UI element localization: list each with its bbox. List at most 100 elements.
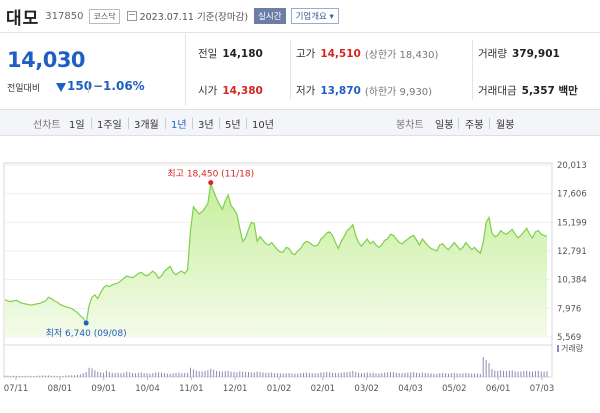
volume-bar xyxy=(288,373,290,377)
volume-bar xyxy=(291,373,293,377)
volume-bar xyxy=(326,372,328,377)
volume-bar xyxy=(24,375,26,377)
stat-sub: (하한가 9,930) xyxy=(364,87,433,98)
volume-bar xyxy=(517,371,519,377)
period-bar: 선차트 1일 1주일 3개월 1년 3년 5년 10년 봉차트 일봉 주봉 월봉 xyxy=(0,109,600,136)
volume-bar xyxy=(169,373,171,377)
volume-bar xyxy=(207,370,209,377)
volume-bar xyxy=(540,371,542,377)
volume-bar xyxy=(4,375,6,377)
volume-bar xyxy=(85,372,87,377)
volume-bar xyxy=(262,372,264,377)
period-3y[interactable]: 3년 xyxy=(198,120,214,131)
min-point xyxy=(83,320,89,326)
volume-bar xyxy=(476,373,478,377)
volume-bar xyxy=(120,373,122,377)
stat-value: 5,357 백만 xyxy=(521,85,578,97)
volume-bar xyxy=(105,370,107,377)
volume-bar xyxy=(123,372,125,377)
volume-bar xyxy=(79,374,81,377)
volume-bar xyxy=(218,371,220,377)
period-1d[interactable]: 1일 xyxy=(69,120,85,131)
x-tick-label: 04/03 xyxy=(398,384,423,394)
divider xyxy=(219,118,220,129)
y-tick-label: 20,013 xyxy=(557,161,587,171)
volume-bar xyxy=(526,370,528,377)
volume-bar xyxy=(18,375,20,377)
volume-legend-icon xyxy=(557,345,559,352)
stat-value: 14,380 xyxy=(222,84,263,97)
volume-bar xyxy=(532,371,534,377)
min-label: 최저 6,740 (09/08) xyxy=(46,328,127,339)
candle-weekly[interactable]: 주봉 xyxy=(465,120,484,131)
volume-bar xyxy=(398,373,400,377)
volume-bar xyxy=(514,371,516,377)
volume-bar xyxy=(126,371,128,377)
volume-bar xyxy=(111,372,113,377)
volume-legend: 거래량 xyxy=(561,343,584,353)
y-tick-label: 17,606 xyxy=(557,190,587,200)
volume-bar xyxy=(103,372,105,377)
volume-bar xyxy=(134,373,136,377)
period-5y[interactable]: 5년 xyxy=(225,120,241,131)
x-tick-label: 01/02 xyxy=(267,384,292,394)
volume-bar xyxy=(375,373,377,377)
chart-svg: 20,013 17,606 15,199 12,791 10,384 7,976 5,569… xyxy=(3,161,587,394)
stat-label: 고가 xyxy=(296,48,316,60)
volume-bar xyxy=(349,371,351,377)
price-chart[interactable]: 20,013 17,606 15,199 12,791 10,384 7,976 5,569… xyxy=(0,137,600,413)
volume-bar xyxy=(494,370,496,377)
volume-bar xyxy=(161,372,163,377)
volume-bar xyxy=(50,375,52,377)
line-chart-label: 선차트 xyxy=(33,120,61,131)
volume-bar xyxy=(224,371,226,377)
volume-bar xyxy=(204,370,206,377)
x-tick-label: 05/02 xyxy=(442,384,467,394)
volume-bar xyxy=(471,373,473,377)
volume-bar xyxy=(195,370,197,377)
volume-bar xyxy=(453,372,455,377)
volume-bar xyxy=(189,367,191,377)
current-price: 14,030 xyxy=(7,48,86,72)
realtime-button[interactable]: 실시간 xyxy=(254,8,286,24)
volume-bar xyxy=(158,372,160,377)
period-10y[interactable]: 10년 xyxy=(252,120,274,131)
stock-header: 대모 317850 코스닥 2023.07.11 기준(장마감) 실시간 기업개… xyxy=(0,0,600,33)
volume-bar xyxy=(334,372,336,377)
stat-label: 거래량 xyxy=(478,48,507,60)
volume-bar xyxy=(468,373,470,377)
volume-bar xyxy=(520,371,522,377)
volume-bar xyxy=(445,373,447,377)
period-1y[interactable]: 1년 xyxy=(171,120,187,131)
volume-bar xyxy=(491,369,493,377)
volume-bar xyxy=(236,372,238,377)
volume-bar xyxy=(233,372,235,377)
volume-bar xyxy=(242,371,244,377)
volume-bar xyxy=(129,372,131,377)
volume-bar xyxy=(192,369,194,377)
volume-bar xyxy=(488,363,490,377)
volume-bar xyxy=(74,375,76,377)
price-change: 150 xyxy=(67,79,93,93)
volume-bar xyxy=(372,372,374,377)
candle-daily[interactable]: 일봉 xyxy=(435,120,454,131)
volume-bar xyxy=(378,373,380,377)
period-1w[interactable]: 1주일 xyxy=(97,120,122,131)
volume-bar xyxy=(91,368,93,377)
volume-bar xyxy=(497,370,499,377)
volume-bar xyxy=(7,375,9,377)
volume-bar xyxy=(210,368,212,377)
volume-bar xyxy=(294,373,296,377)
period-3m[interactable]: 3개월 xyxy=(134,120,159,131)
date-text: 2023.07.11 기준(장마감) xyxy=(139,12,249,23)
volume-bar xyxy=(300,373,302,377)
volume-bar xyxy=(143,373,145,377)
volume-bar xyxy=(268,372,270,377)
volume-bar xyxy=(421,372,423,377)
volume-bar xyxy=(523,371,525,377)
candle-monthly[interactable]: 월봉 xyxy=(496,120,515,131)
company-info-button[interactable]: 기업개요 ▾ xyxy=(290,8,339,24)
volume-bar xyxy=(456,373,458,377)
stock-name[interactable]: 대모 xyxy=(6,8,40,29)
volume-bar xyxy=(230,371,232,377)
